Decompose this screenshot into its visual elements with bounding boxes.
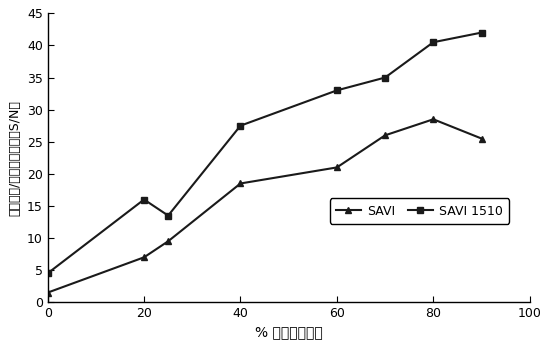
SAVI 1510: [382, 76, 388, 80]
SAVI: [237, 181, 244, 185]
Line: SAVI: SAVI: [44, 116, 485, 296]
Legend: SAVI, SAVI 1510: SAVI, SAVI 1510: [329, 198, 509, 224]
SAVI: [334, 165, 340, 169]
SAVI 1510: [237, 124, 244, 128]
SAVI: [165, 239, 172, 243]
SAVI 1510: [45, 271, 51, 276]
X-axis label: % 湿地被覆盖度: % 湿地被覆盖度: [255, 326, 322, 340]
SAVI 1510: [141, 197, 147, 201]
SAVI: [141, 255, 147, 259]
SAVI: [478, 136, 485, 141]
SAVI 1510: [478, 31, 485, 35]
SAVI 1510: [430, 40, 437, 44]
SAVI: [382, 133, 388, 137]
Y-axis label: 模拟信号/土壤噪声比值（S/N）: 模拟信号/土壤噪声比值（S/N）: [8, 100, 21, 216]
SAVI: [430, 117, 437, 121]
SAVI 1510: [165, 213, 172, 218]
SAVI 1510: [334, 88, 340, 93]
SAVI: [45, 291, 51, 295]
Line: SAVI 1510: SAVI 1510: [44, 29, 485, 277]
